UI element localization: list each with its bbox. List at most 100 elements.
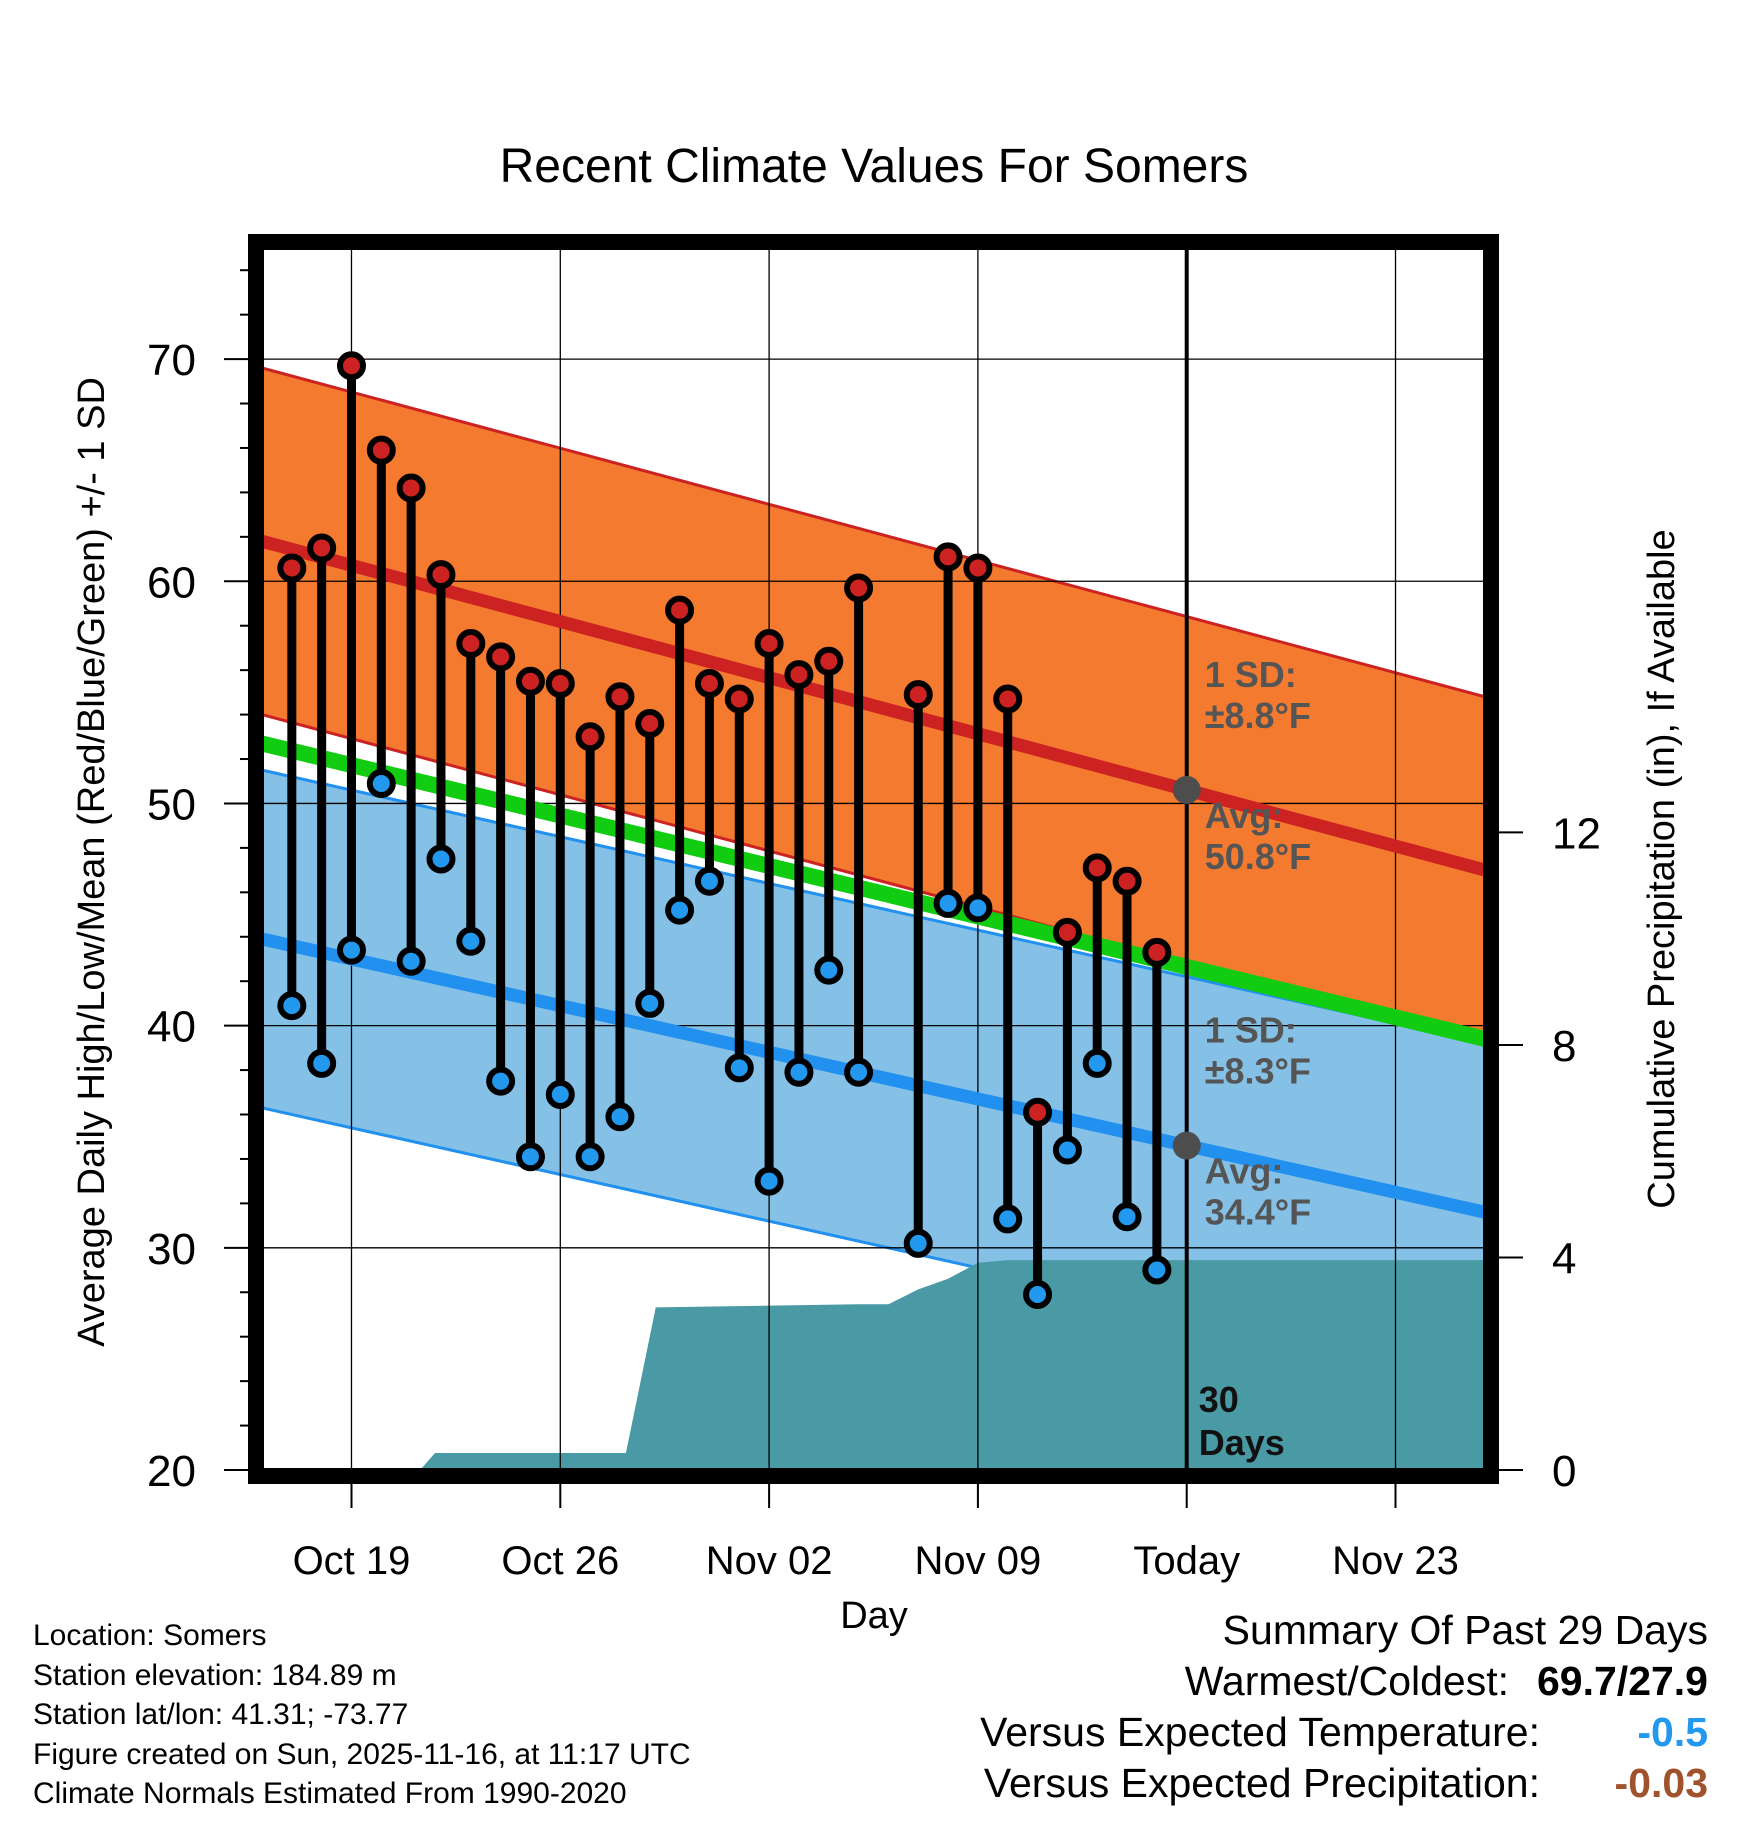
plot-area [262, 248, 1485, 1470]
high-avg-label: Avg: [1205, 795, 1284, 836]
high-point [694, 668, 724, 698]
low-point [515, 1142, 545, 1172]
high-point [366, 435, 396, 465]
y2-tick-label: 4 [1552, 1234, 1576, 1283]
low-avg-value: 34.4°F [1205, 1192, 1311, 1233]
low-point [694, 866, 724, 896]
high-point [307, 533, 337, 563]
high-point [277, 553, 307, 583]
low-point [396, 946, 426, 976]
low-point [307, 1048, 337, 1078]
high-point [456, 628, 486, 658]
low-point [1023, 1279, 1053, 1309]
low-point [814, 955, 844, 985]
low-point [963, 893, 993, 923]
low-sd-value: ±8.3°F [1205, 1051, 1311, 1092]
high-point [903, 680, 933, 710]
temp-anomaly-value: -0.5 [1637, 1709, 1708, 1755]
low-point [903, 1228, 933, 1258]
x-tick-label: Nov 02 [706, 1539, 833, 1583]
warm-cold-value: 69.7/27.9 [1537, 1658, 1708, 1704]
x-axis-label: Day [840, 1595, 908, 1637]
high-point [336, 351, 366, 381]
high-point [933, 542, 963, 572]
info-created: Figure created on Sun, 2025-11-16, at 11… [33, 1737, 691, 1771]
info-elevation: Station elevation: 184.89 m [33, 1658, 397, 1692]
days-count: 30 [1199, 1379, 1239, 1420]
high-point [635, 708, 665, 738]
low-sd-label: 1 SD: [1205, 1010, 1297, 1051]
low-point [575, 1142, 605, 1172]
high-point [993, 684, 1023, 714]
y-axis-label: Average Daily High/Low/Mean (Red/Blue/Gr… [71, 377, 113, 1347]
high-point [1112, 866, 1142, 896]
axes-layer: 20 30 40 50 60 70 0 4 8 12 Oct 19 Oct 26 Nov 02 Nov 0… [147, 269, 1601, 1583]
high-point [396, 473, 426, 503]
plot-frame [248, 234, 1499, 1484]
y-tick-label: 40 [147, 1003, 196, 1052]
temp-anomaly-label: Versus Expected Temperature: [980, 1709, 1540, 1755]
low-point [844, 1057, 874, 1087]
low-point [336, 935, 366, 965]
low-point [456, 926, 486, 956]
info-latlon: Station lat/lon: 41.31; -73.77 [33, 1698, 409, 1731]
low-avg-line [262, 932, 1485, 1219]
low-point [1112, 1202, 1142, 1232]
high-point [515, 666, 545, 696]
x-tick-label: Nov 23 [1332, 1539, 1459, 1583]
x-tick-label: Oct 26 [501, 1539, 619, 1583]
y-tick-label: 50 [147, 780, 196, 829]
station-info: Location: Somers Station elevation: 184.… [33, 1616, 691, 1814]
high-point [665, 595, 695, 625]
precip-anomaly-label: Versus Expected Precipitation: [983, 1760, 1540, 1806]
high-point [784, 660, 814, 690]
y-tick-label: 60 [147, 558, 196, 607]
high-point [1142, 937, 1172, 967]
high-point [605, 682, 635, 712]
summary-title: Summary Of Past 29 Days [1222, 1607, 1708, 1653]
low-point [665, 895, 695, 925]
info-normals: Climate Normals Estimated From 1990-2020 [33, 1777, 627, 1810]
high-avg-value: 50.8°F [1205, 836, 1311, 877]
low-point [724, 1053, 754, 1083]
x-tick-label: Nov 09 [915, 1539, 1042, 1583]
y2-tick-label: 12 [1552, 809, 1601, 858]
low-point [635, 988, 665, 1018]
y2-axis-label: Cumulative Precipitation (in), If Availa… [1641, 529, 1683, 1208]
low-point [605, 1102, 635, 1132]
y-tick-label: 20 [147, 1447, 196, 1496]
precip-area [420, 1260, 1485, 1470]
summary-panel: Summary Of Past 29 Days Warmest/Coldest:… [980, 1605, 1708, 1809]
low-point [933, 888, 963, 918]
high-avg-line [262, 535, 1485, 877]
high-point [1023, 1097, 1053, 1127]
low-point [1142, 1255, 1172, 1285]
precip-anomaly-value: -0.03 [1614, 1760, 1708, 1806]
high-point [575, 722, 605, 752]
high-point [724, 684, 754, 714]
low-point [366, 768, 396, 798]
y-tick-label: 70 [147, 336, 196, 385]
low-point [1082, 1048, 1112, 1078]
days-word: Days [1199, 1422, 1285, 1463]
low-point [754, 1166, 784, 1196]
warm-cold-label: Warmest/Coldest: [1184, 1658, 1509, 1704]
high-point [426, 560, 456, 590]
high-point [844, 573, 874, 603]
high-point [963, 553, 993, 583]
low-point [784, 1057, 814, 1087]
high-point [814, 646, 844, 676]
info-location: Location: Somers [33, 1619, 267, 1652]
x-tick-label: Today [1133, 1539, 1240, 1583]
low-point [993, 1204, 1023, 1234]
low-point [277, 991, 307, 1021]
chart-title: Recent Climate Values For Somers [500, 140, 1249, 193]
high-point [1082, 853, 1112, 883]
y-tick-label: 30 [147, 1225, 196, 1274]
mean-line [262, 735, 1485, 1047]
high-point [1052, 917, 1082, 947]
low-point [486, 1066, 516, 1096]
high-point [754, 628, 784, 658]
